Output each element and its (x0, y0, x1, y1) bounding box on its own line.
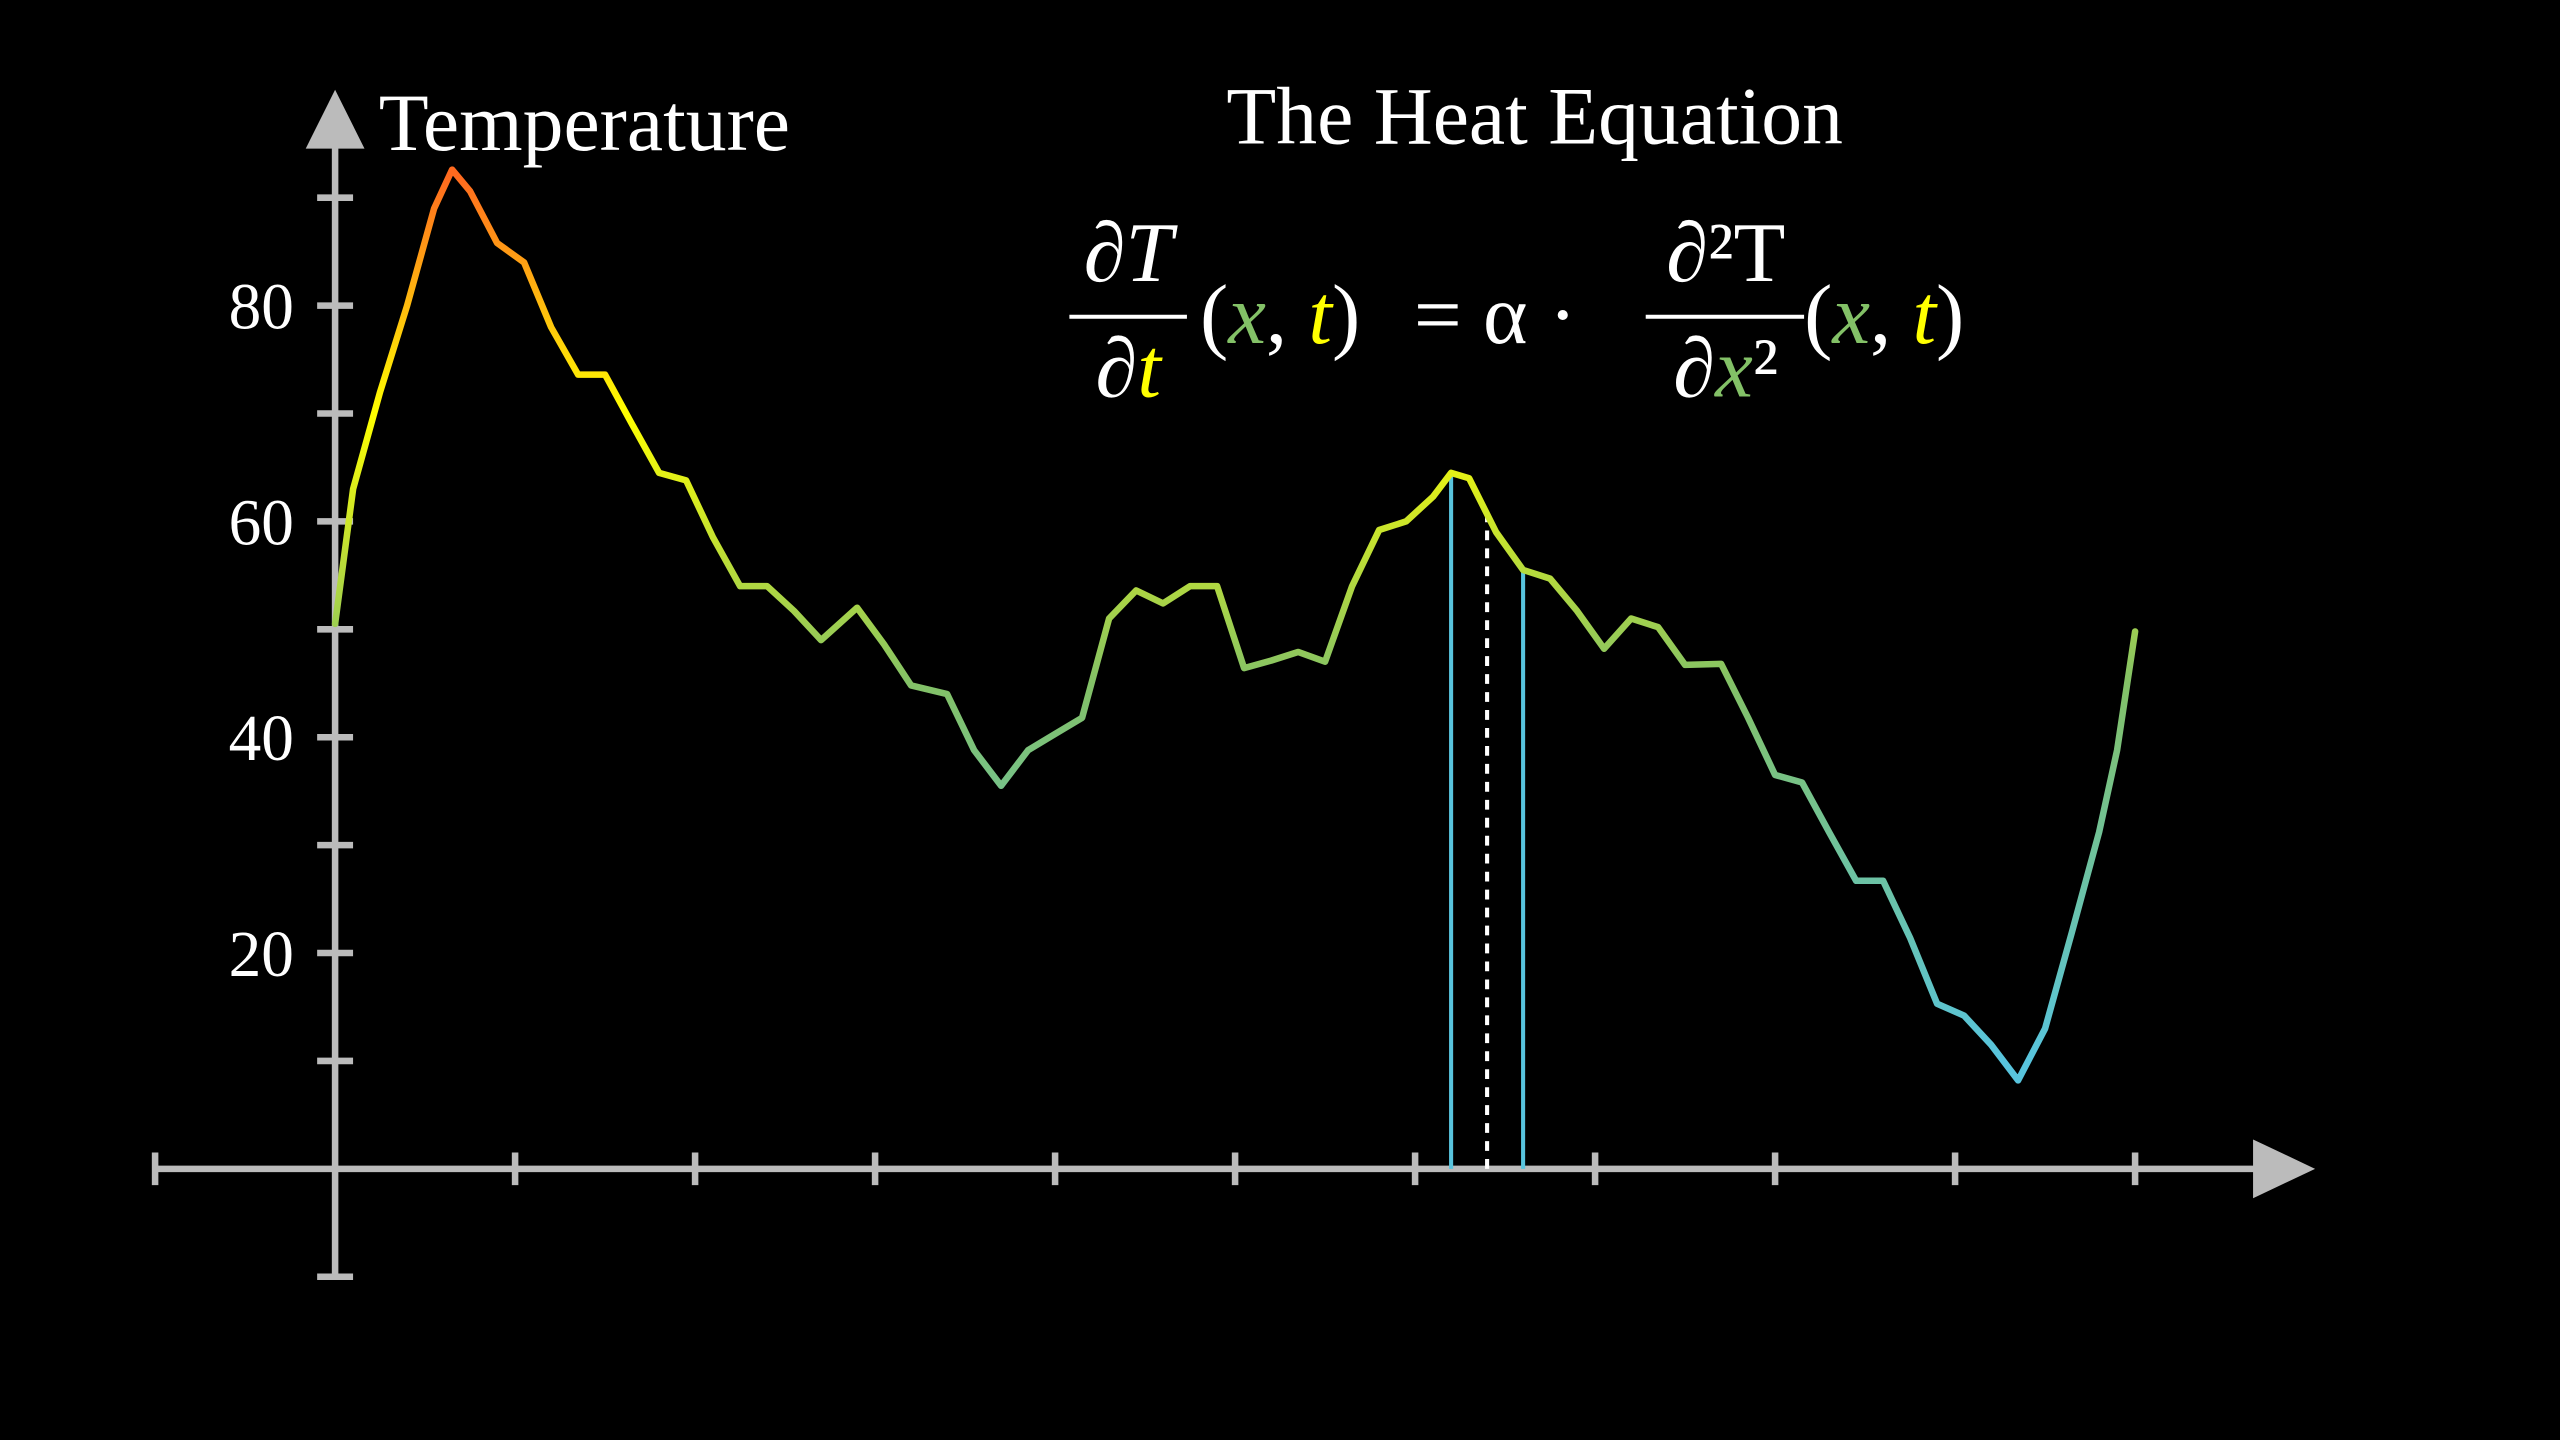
equation: ∂T ∂t (x, t) = α · ∂²T ∂x² (x, t) (1069, 206, 1964, 416)
eq-token: ² (1753, 322, 1778, 416)
equation-term: (x, t) (1804, 268, 1964, 362)
eq-token: x (1226, 268, 1266, 362)
chart-title: The Heat Equation (1226, 71, 1843, 162)
equation-term: (x, t) (1200, 268, 1360, 362)
y-axis-arrow (305, 89, 365, 149)
eq-token: , (1870, 268, 1912, 362)
eq-token: ∂ (1673, 322, 1715, 416)
eq-token: , (1266, 268, 1308, 362)
eq-token: t (1912, 268, 1938, 362)
y-axis-label: Temperature (379, 77, 790, 168)
y-tick-label: 80 (229, 271, 294, 343)
y-tick-label: 20 (229, 919, 294, 991)
eq-token: t (1137, 322, 1163, 416)
equation-term: ∂T (1084, 206, 1179, 300)
eq-token: ) (1936, 268, 1964, 362)
eq-token: ∂ (1095, 322, 1137, 416)
y-tick-label: 40 (229, 703, 294, 775)
eq-token: x (1830, 268, 1870, 362)
equation-term: ∂²T (1666, 206, 1785, 300)
y-tick-label: 60 (229, 487, 294, 559)
equation-term: ∂t (1095, 322, 1163, 416)
eq-token: t (1308, 268, 1334, 362)
eq-token: ) (1332, 268, 1360, 362)
eq-token: ( (1804, 268, 1832, 362)
eq-token: x (1713, 322, 1753, 416)
temperature-curve (331, 166, 2139, 1084)
eq-token: ( (1200, 268, 1228, 362)
x-axis-arrow (2253, 1139, 2316, 1199)
equation-term: ∂x² (1673, 322, 1778, 416)
equation-term: = α · (1414, 268, 1577, 362)
